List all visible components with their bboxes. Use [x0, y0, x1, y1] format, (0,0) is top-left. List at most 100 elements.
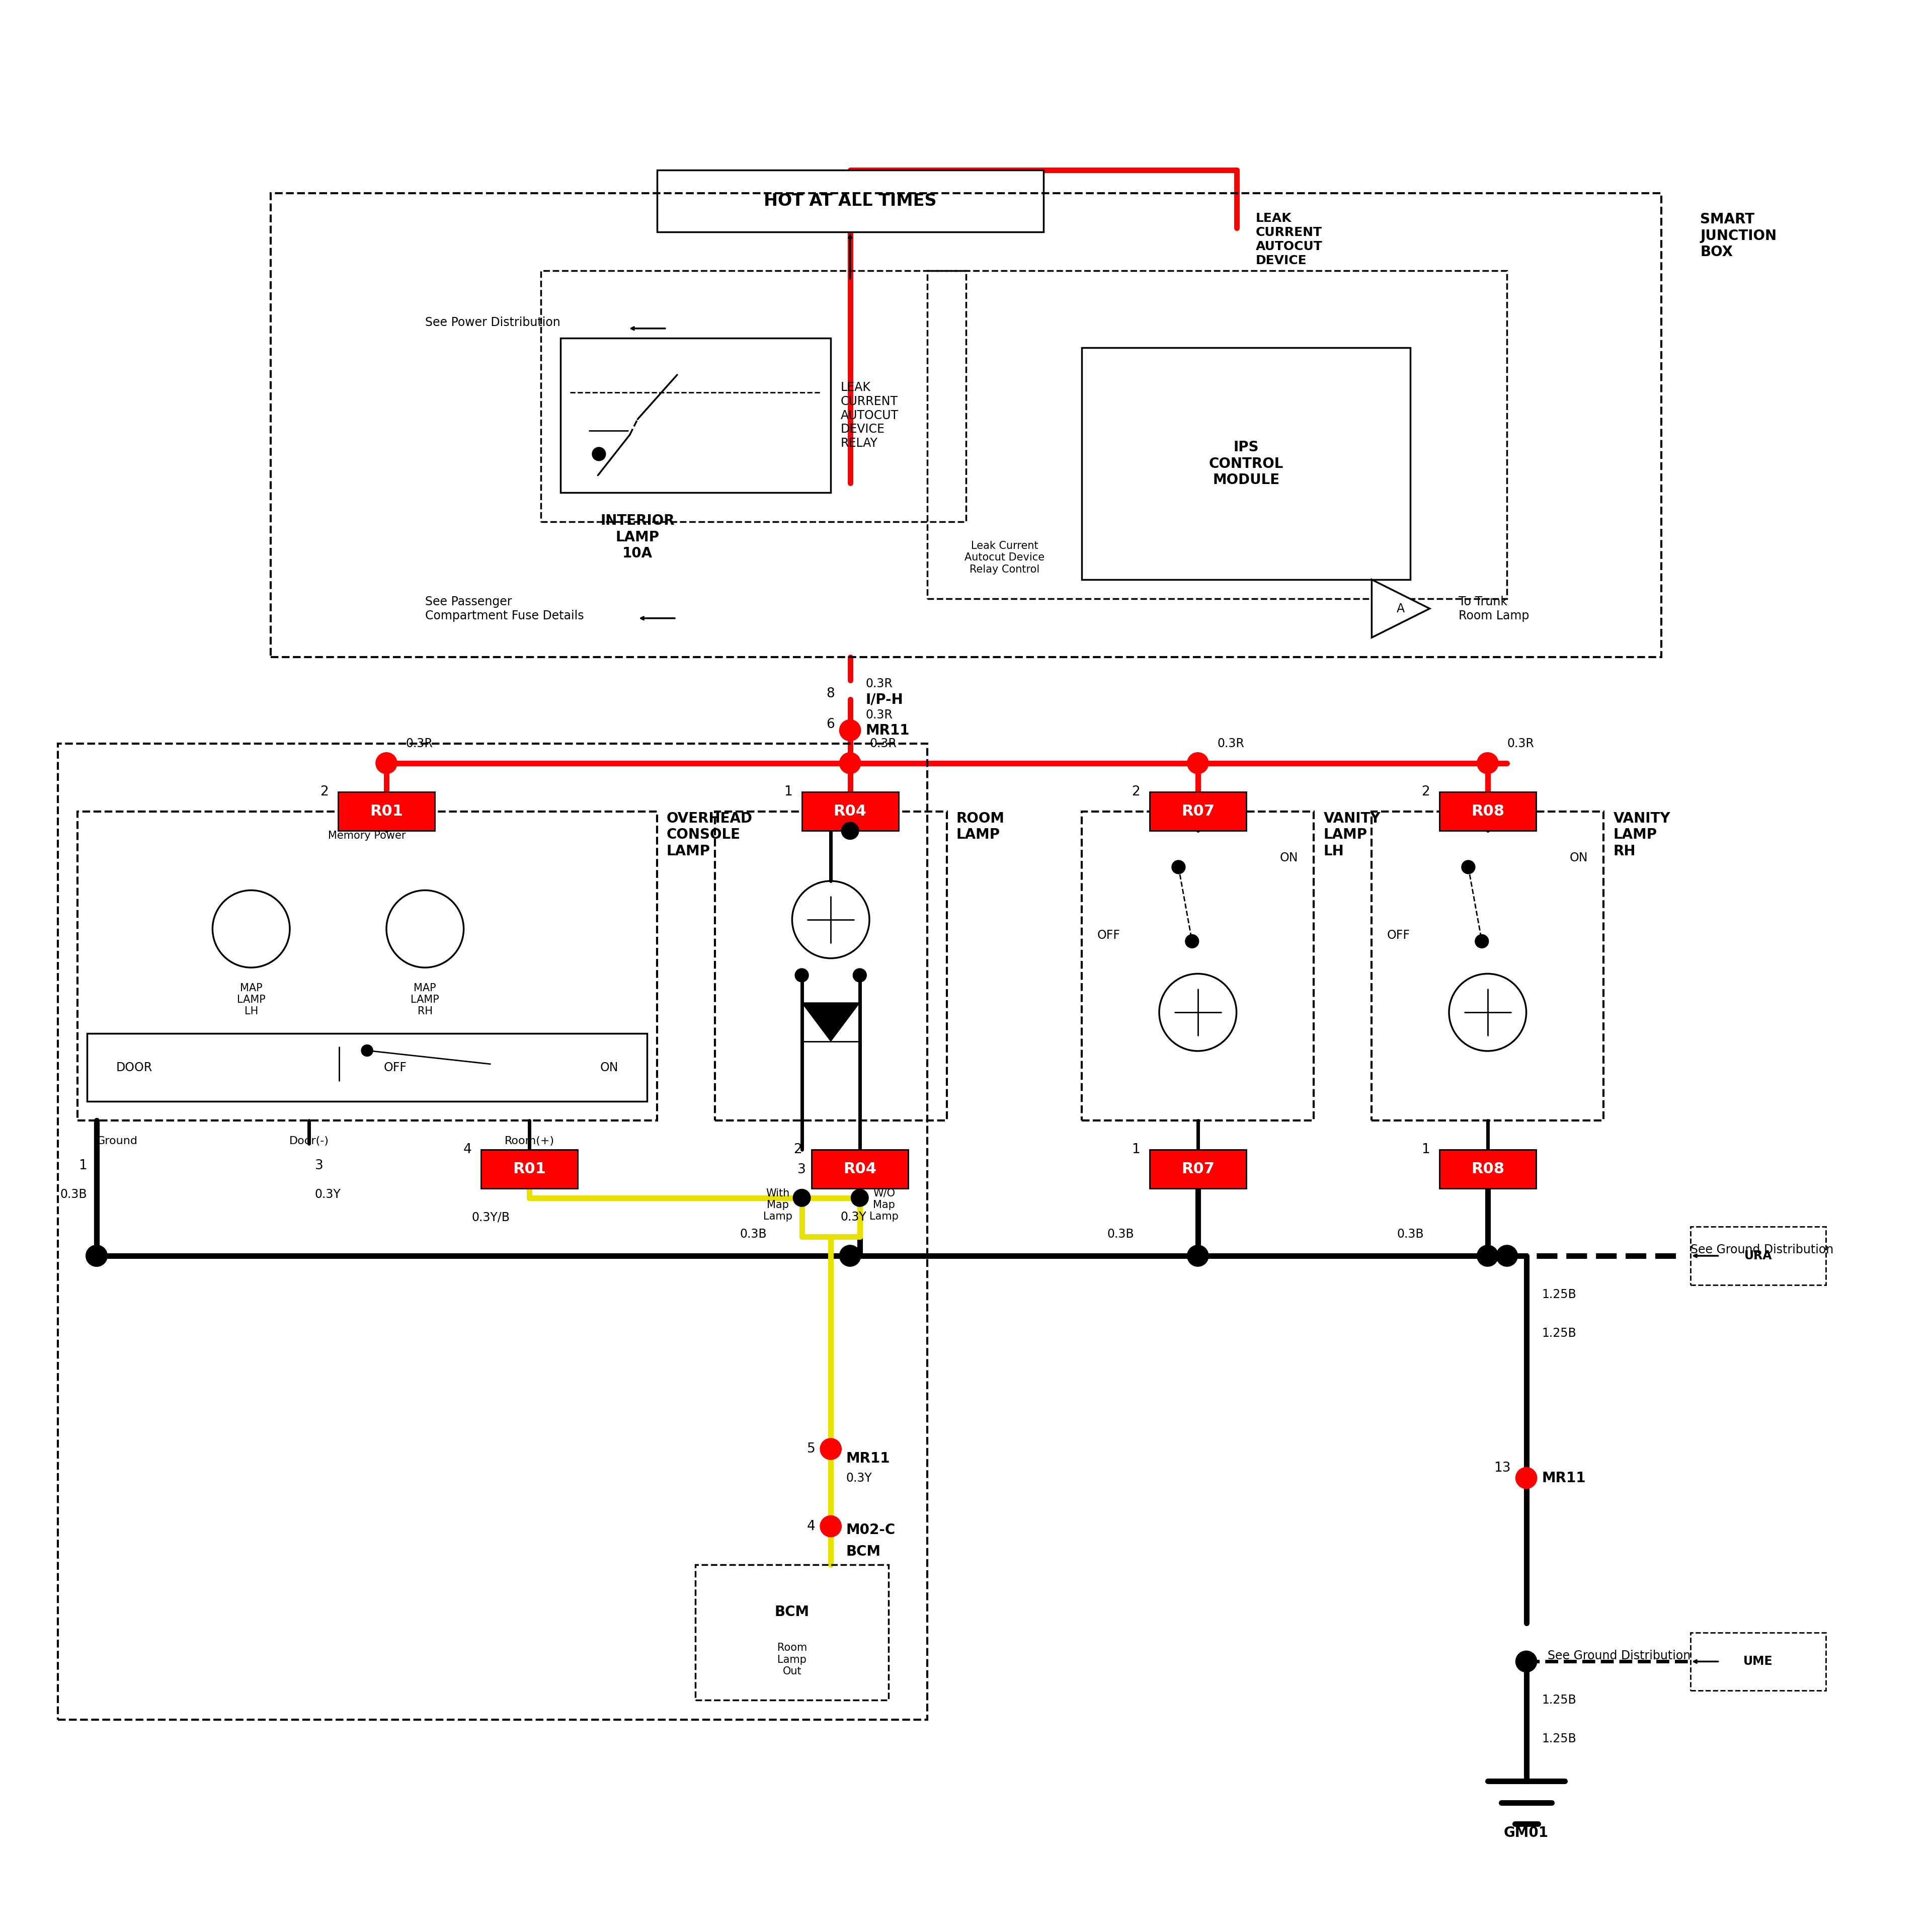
Circle shape — [85, 1246, 108, 1267]
Text: 5: 5 — [808, 1443, 815, 1455]
Bar — [811, 1150, 908, 1188]
Text: R01: R01 — [512, 1161, 547, 1177]
Text: URA: URA — [1745, 1250, 1772, 1262]
Text: DOOR: DOOR — [116, 1061, 153, 1074]
Circle shape — [838, 1246, 860, 1267]
Text: 0.3Y: 0.3Y — [846, 1472, 871, 1484]
Bar — [1150, 1150, 1246, 1188]
Circle shape — [1476, 1246, 1497, 1267]
Text: I/P-H: I/P-H — [866, 692, 902, 707]
Text: See Ground Distribution: See Ground Distribution — [1548, 1650, 1691, 1662]
Text: SMART
JUNCTION
BOX: SMART JUNCTION BOX — [1700, 213, 1777, 259]
Circle shape — [1476, 935, 1490, 949]
Text: R07: R07 — [1180, 804, 1215, 819]
Text: ROOM
LAMP: ROOM LAMP — [956, 811, 1005, 842]
Circle shape — [821, 1515, 842, 1538]
Text: 0.3B: 0.3B — [1397, 1229, 1424, 1240]
Text: 0.3R: 0.3R — [1217, 738, 1244, 750]
Text: INTERIOR
LAMP
10A: INTERIOR LAMP 10A — [601, 514, 674, 560]
Text: 3: 3 — [315, 1159, 323, 1173]
Text: 0.3B: 0.3B — [1107, 1229, 1134, 1240]
Text: Door(-): Door(-) — [290, 1136, 328, 1146]
Text: 0.3R: 0.3R — [869, 738, 896, 750]
Text: BCM: BCM — [846, 1544, 881, 1559]
Circle shape — [1515, 1468, 1538, 1488]
Text: 2: 2 — [1422, 786, 1430, 798]
Text: ON: ON — [1279, 852, 1298, 864]
Circle shape — [796, 968, 808, 981]
Text: R08: R08 — [1470, 804, 1505, 819]
Text: 2: 2 — [794, 1144, 802, 1155]
Text: 0.3R: 0.3R — [406, 738, 433, 750]
Circle shape — [842, 823, 858, 840]
Text: 0.3R: 0.3R — [1507, 738, 1534, 750]
Text: 0.3R: 0.3R — [866, 678, 893, 690]
Text: LEAK
CURRENT
AUTOCUT
DEVICE
RELAY: LEAK CURRENT AUTOCUT DEVICE RELAY — [840, 381, 898, 450]
Bar — [560, 338, 831, 493]
Text: IPS
CONTROL
MODULE: IPS CONTROL MODULE — [1209, 440, 1283, 487]
Circle shape — [1186, 1246, 1209, 1267]
Circle shape — [1171, 860, 1186, 873]
Circle shape — [85, 1246, 108, 1267]
Text: See Passenger
Compartment Fuse Details: See Passenger Compartment Fuse Details — [425, 595, 583, 622]
Bar — [541, 270, 966, 522]
Text: MR11: MR11 — [1542, 1470, 1586, 1486]
Text: OFF: OFF — [1387, 929, 1410, 941]
Bar — [270, 193, 1662, 657]
Text: Memory Power: Memory Power — [328, 831, 406, 840]
Polygon shape — [1372, 580, 1430, 638]
Text: 13: 13 — [1493, 1463, 1511, 1474]
Bar — [1439, 1150, 1536, 1188]
Polygon shape — [802, 1003, 860, 1041]
Bar — [481, 1150, 578, 1188]
Bar — [1691, 1227, 1826, 1285]
Text: VANITY
LAMP
RH: VANITY LAMP RH — [1613, 811, 1671, 858]
Text: MR11: MR11 — [866, 723, 910, 738]
Circle shape — [838, 721, 860, 740]
Text: LEAK
CURRENT
AUTOCUT
DEVICE: LEAK CURRENT AUTOCUT DEVICE — [1256, 213, 1323, 267]
Text: 8: 8 — [827, 688, 835, 699]
Circle shape — [1495, 1246, 1517, 1267]
Text: See Power Distribution: See Power Distribution — [425, 317, 560, 328]
Text: 2: 2 — [321, 786, 328, 798]
Text: ON: ON — [1569, 852, 1588, 864]
Circle shape — [1449, 974, 1526, 1051]
Circle shape — [213, 891, 290, 968]
Bar — [1082, 348, 1410, 580]
Circle shape — [375, 753, 398, 775]
Text: 1.25B: 1.25B — [1542, 1694, 1577, 1706]
Bar — [927, 270, 1507, 599]
Text: VANITY
LAMP
LH: VANITY LAMP LH — [1323, 811, 1381, 858]
Text: 4: 4 — [808, 1520, 815, 1532]
Text: OFF: OFF — [1097, 929, 1121, 941]
Text: OVERHEAD
CONSOLE
LAMP: OVERHEAD CONSOLE LAMP — [667, 811, 753, 858]
Text: R08: R08 — [1470, 1161, 1505, 1177]
Bar — [1150, 792, 1246, 831]
Bar — [1082, 811, 1314, 1121]
Text: 0.3B: 0.3B — [60, 1188, 87, 1200]
Text: Leak Current
Autocut Device
Relay Control: Leak Current Autocut Device Relay Contro… — [964, 541, 1045, 574]
Bar — [1372, 811, 1604, 1121]
Bar — [58, 744, 927, 1719]
Bar — [87, 1034, 647, 1101]
Text: 1.25B: 1.25B — [1542, 1733, 1577, 1745]
Text: M02-C: M02-C — [846, 1522, 896, 1538]
Bar — [696, 1565, 889, 1700]
Text: 3: 3 — [798, 1163, 806, 1177]
Text: MAP
LAMP
LH: MAP LAMP LH — [238, 983, 265, 1016]
Bar — [1691, 1633, 1826, 1691]
Bar — [338, 792, 435, 831]
Text: GM01: GM01 — [1503, 1826, 1549, 1839]
Text: With
Map
Lamp: With Map Lamp — [763, 1188, 792, 1221]
Text: R04: R04 — [842, 1161, 877, 1177]
Bar — [1439, 792, 1536, 831]
Text: To Trunk
Room Lamp: To Trunk Room Lamp — [1459, 595, 1530, 622]
Bar — [595, 367, 680, 483]
Text: 0.3Y: 0.3Y — [840, 1211, 866, 1223]
Text: A: A — [1397, 603, 1405, 614]
Text: ON: ON — [599, 1061, 618, 1074]
Circle shape — [1186, 753, 1209, 775]
Text: R07: R07 — [1180, 1161, 1215, 1177]
Text: 1: 1 — [784, 786, 792, 798]
Text: UME: UME — [1743, 1656, 1774, 1667]
